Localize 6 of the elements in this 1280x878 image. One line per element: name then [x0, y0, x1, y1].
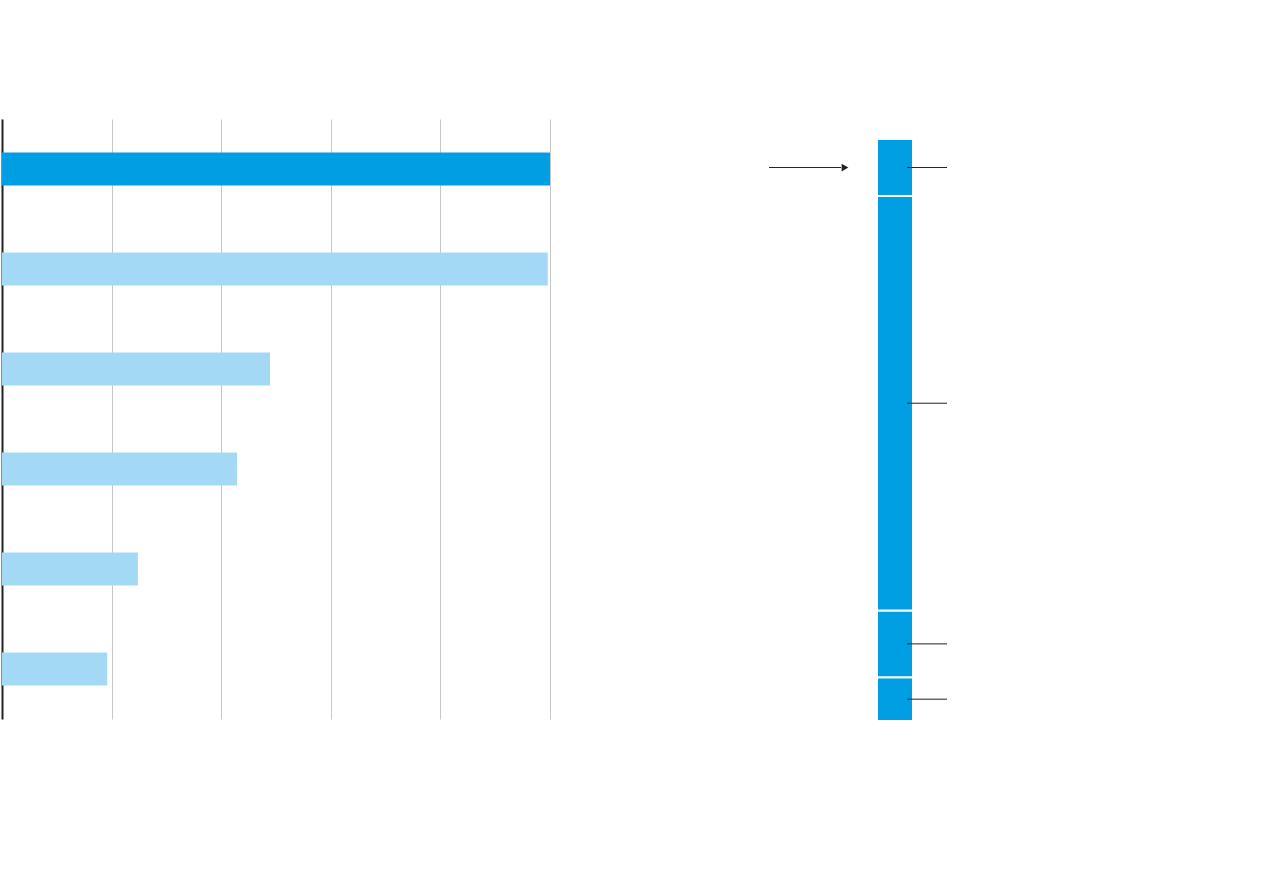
- bar: [2, 352, 270, 386]
- bar: [2, 652, 108, 686]
- bar: [2, 452, 238, 486]
- bar: [2, 152, 550, 186]
- bar: [2, 552, 138, 586]
- bar: [2, 252, 548, 286]
